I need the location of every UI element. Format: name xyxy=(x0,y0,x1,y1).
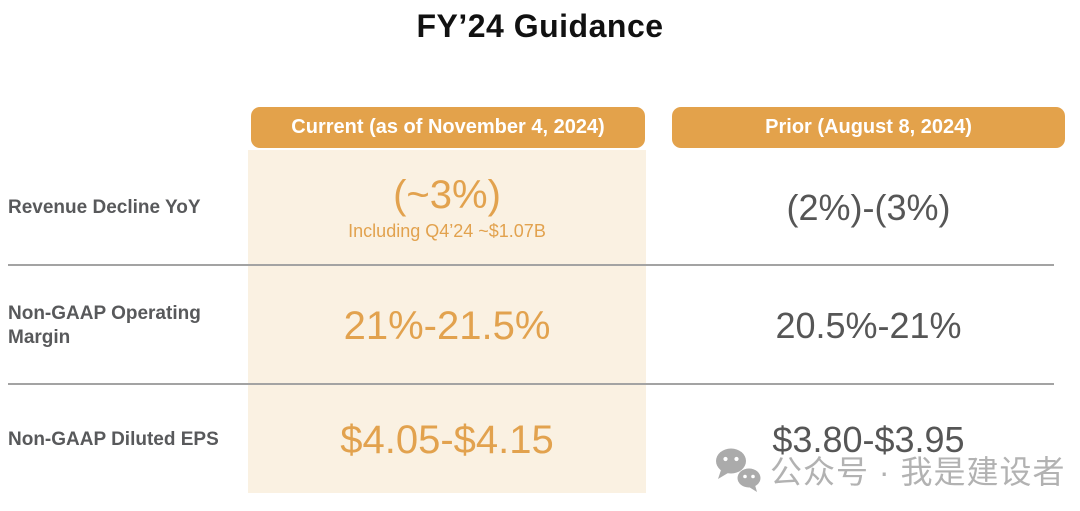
page-title: FY’24 Guidance xyxy=(416,8,664,44)
table-row-operating-margin: Non-GAAP Operating Margin 21%-21.5% 20.5… xyxy=(0,267,1080,384)
row-label: Non-GAAP Operating Margin xyxy=(8,302,201,348)
current-column-highlight xyxy=(248,150,646,493)
prior-value: (2%)-(3%) xyxy=(786,186,951,228)
current-value-cell: $4.05-$4.15 xyxy=(248,386,646,493)
row-divider xyxy=(8,264,1054,266)
row-label: Revenue Decline YoY xyxy=(8,196,201,218)
row-label: Non-GAAP Diluted EPS xyxy=(8,428,219,450)
row-divider xyxy=(8,383,1054,385)
current-value: $4.05-$4.15 xyxy=(340,417,554,462)
column-header-prior: Prior (August 8, 2024) xyxy=(672,107,1065,148)
current-value-cell: (~3%) Including Q4’24 ~$1.07B xyxy=(248,150,646,265)
current-value: 21%-21.5% xyxy=(343,303,551,348)
prior-value: 20.5%-21% xyxy=(775,304,962,346)
table-row-diluted-eps: Non-GAAP Diluted EPS $4.05-$4.15 $3.80-$… xyxy=(0,386,1080,493)
current-value-cell: 21%-21.5% xyxy=(248,267,646,384)
prior-value: $3.80-$3.95 xyxy=(772,418,965,460)
current-value: (~3%) xyxy=(393,173,501,217)
current-value-note: Including Q4’24 ~$1.07B xyxy=(348,221,546,241)
column-header-current: Current (as of November 4, 2024) xyxy=(251,107,645,148)
table-row-revenue-decline: Revenue Decline YoY (~3%) Including Q4’2… xyxy=(0,150,1080,265)
